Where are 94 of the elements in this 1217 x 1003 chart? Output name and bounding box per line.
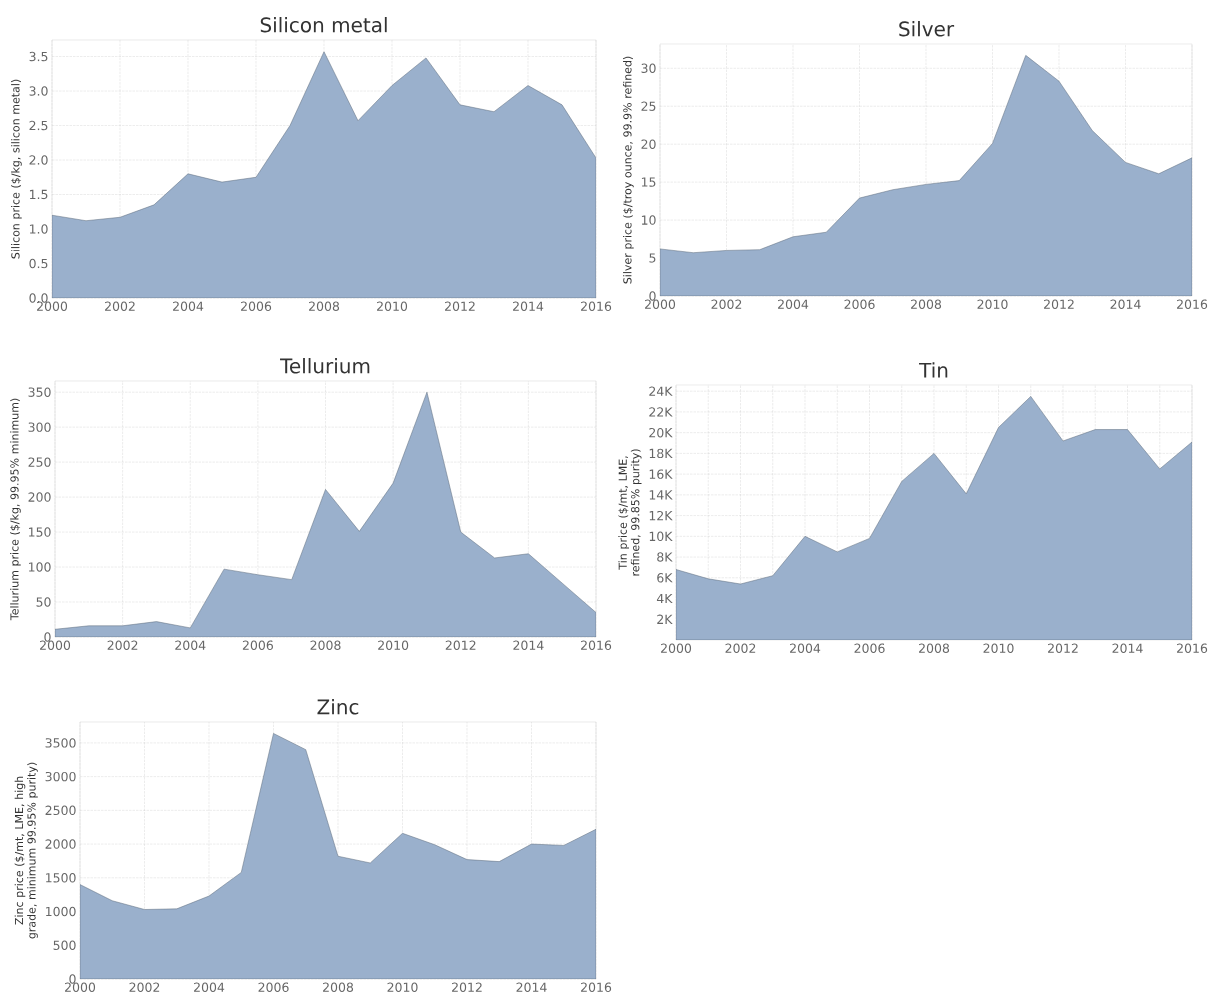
x-tick-label: 2010 (387, 982, 418, 992)
x-tick-label: 2008 (323, 982, 354, 992)
y-tick-label: 0.0 (29, 293, 48, 303)
y-tick-label: 25 (641, 101, 656, 111)
x-tick-label: 2002 (129, 982, 160, 992)
y-tick-label: 0 (69, 974, 76, 984)
y-tick-label: 20K (649, 427, 673, 438)
y-tick-label: 1500 (46, 873, 76, 883)
y-tick-label: 2500 (45, 805, 76, 816)
y-tick-label: 1.0 (29, 224, 48, 234)
y-tick-label: 50 (36, 597, 51, 607)
y-axis-title: Zinc price ($/mt, LME, high grade, minimum 99.95% purity) (14, 762, 38, 939)
x-tick-label: 2016 (1177, 299, 1208, 309)
x-tick-label: 2014 (1112, 643, 1143, 653)
y-tick-label: 6K (657, 573, 673, 583)
y-axis-title: Silver price ($/troy ounce, 99.9% refined) (623, 56, 634, 284)
y-tick-label: 30 (641, 63, 656, 73)
y-tick-label: 8K (657, 552, 673, 562)
x-tick-label: 2006 (242, 640, 273, 650)
x-tick-label: 2006 (241, 301, 272, 311)
y-tick-label: 12K (649, 510, 673, 521)
x-tick-label: 2002 (107, 640, 138, 650)
y-tick-label: 2.5 (29, 120, 48, 131)
y-tick-label: 2K (657, 614, 673, 624)
x-tick-label: 2006 (844, 299, 875, 309)
y-tick-label: 300 (28, 422, 51, 432)
x-tick-label: 2004 (194, 982, 225, 992)
chart-title: Zinc (317, 698, 359, 715)
x-tick-label: 2016 (581, 982, 612, 992)
y-tick-label: 3000 (45, 771, 76, 782)
x-tick-label: 2008 (911, 299, 942, 309)
y-tick-label: 1.5 (29, 189, 48, 200)
y-tick-label: 100 (29, 562, 51, 572)
y-tick-label: 200 (28, 492, 51, 502)
y-tick-label: 24K (649, 386, 673, 396)
x-tick-label: 2012 (445, 301, 475, 311)
x-tick-label: 2016 (581, 301, 612, 311)
y-tick-label: 250 (28, 457, 51, 467)
x-tick-label: 2004 (173, 301, 204, 311)
y-tick-label: 350 (28, 387, 51, 397)
chart-title: Silicon metal (260, 16, 387, 33)
y-tick-label: 10K (649, 531, 673, 542)
x-tick-label: 2010 (983, 643, 1014, 653)
x-tick-label: 2014 (516, 982, 547, 992)
x-tick-label: 2008 (310, 640, 341, 650)
y-tick-label: 14K (649, 490, 673, 500)
y-tick-label: 3500 (45, 738, 76, 748)
y-tick-label: 20 (641, 139, 656, 149)
chart-title: Silver (899, 20, 955, 37)
x-tick-label: 2012 (1044, 299, 1074, 309)
x-tick-label: 2016 (581, 640, 612, 650)
x-tick-label: 2004 (790, 643, 821, 653)
y-tick-label: 4K (656, 593, 673, 604)
x-tick-label: 2014 (1110, 299, 1141, 309)
y-tick-label: 0.5 (29, 258, 48, 269)
x-tick-label: 2014 (513, 301, 544, 311)
y-tick-label: 3.5 (29, 51, 48, 62)
y-tick-label: 2.0 (29, 155, 48, 165)
y-axis-title: Silicon price ($/kg, silicon metal) (11, 79, 22, 259)
y-axis-title: Tin price ($/mt, LME, refined, 99.85% purity) (618, 449, 642, 576)
x-tick-label: 2002 (711, 299, 742, 309)
x-tick-label: 2004 (778, 299, 809, 309)
y-tick-label: 0 (649, 291, 656, 301)
chart-title: Tellurium (280, 357, 370, 374)
y-tick-label: 3.0 (29, 86, 48, 96)
x-tick-label: 2004 (175, 640, 206, 650)
x-tick-label: 2006 (854, 643, 885, 653)
x-tick-label: 2000 (65, 982, 96, 992)
y-tick-label: 0 (44, 632, 51, 642)
y-tick-label: 5 (649, 253, 656, 263)
x-tick-label: 2008 (919, 643, 950, 653)
x-tick-label: 2010 (378, 640, 409, 650)
chart-title: Tin (919, 362, 948, 378)
y-tick-label: 10 (641, 215, 656, 225)
x-tick-label: 2014 (513, 640, 544, 650)
y-tick-label: 18K (649, 448, 673, 459)
y-tick-label: 16K (649, 469, 673, 479)
x-tick-label: 2016 (1177, 643, 1208, 653)
y-tick-label: 22K (649, 407, 673, 417)
y-tick-label: 150 (29, 527, 51, 537)
x-tick-label: 2012 (1048, 643, 1078, 653)
x-tick-label: 2010 (977, 299, 1008, 309)
y-tick-label: 2000 (45, 839, 76, 849)
x-tick-label: 2010 (377, 301, 408, 311)
y-tick-label: 1000 (46, 906, 76, 917)
x-tick-label: 2006 (258, 982, 289, 992)
y-tick-label: 15 (641, 177, 656, 187)
x-tick-label: 2002 (725, 643, 756, 653)
x-tick-label: 2012 (452, 982, 482, 992)
y-tick-label: 500 (53, 940, 76, 950)
x-tick-label: 2002 (105, 301, 135, 311)
x-tick-label: 2012 (445, 640, 476, 650)
x-tick-label: 2008 (309, 301, 340, 311)
y-axis-title: Tellurium price ($/kg, 99.95% minimum) (10, 398, 21, 621)
